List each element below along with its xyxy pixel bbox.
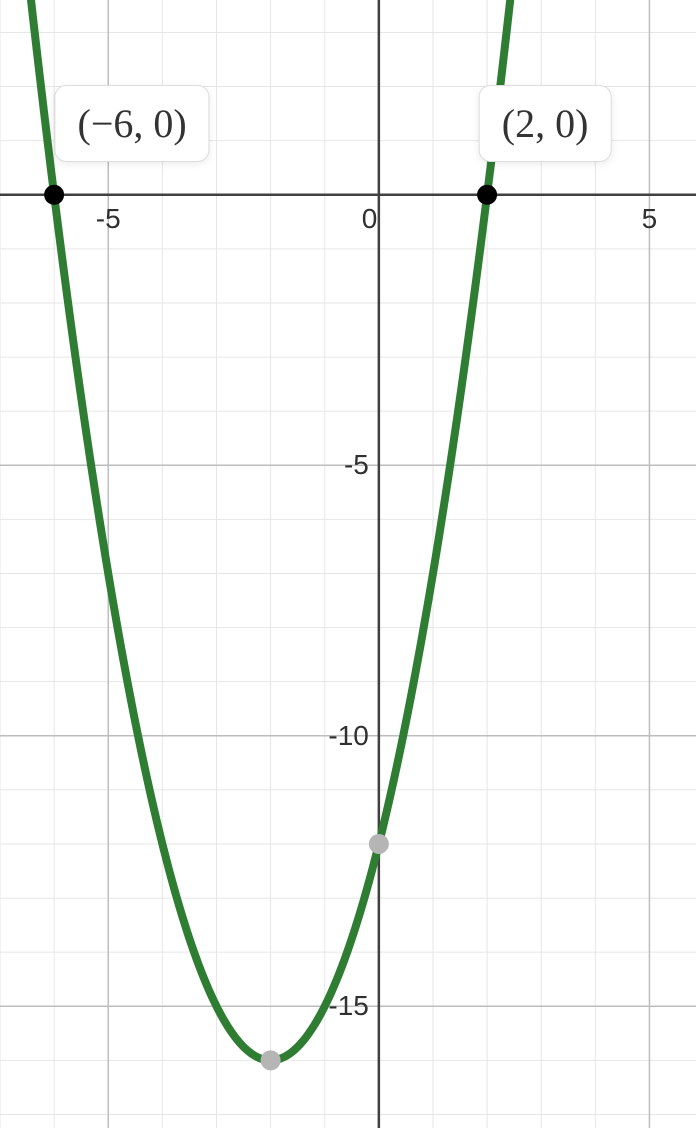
- parabola-chart: -5 0 5 -5 -10 -15 (−6, 0) (2, 0): [0, 0, 696, 1128]
- root-point: [44, 185, 64, 205]
- y-tick-label: -10: [328, 720, 368, 752]
- aux-point: [261, 1050, 281, 1070]
- y-tick-label: -5: [344, 449, 369, 481]
- x-tick-label: 0: [362, 203, 378, 235]
- x-tick-label: -5: [96, 203, 121, 235]
- label-neg6-0: (−6, 0): [55, 85, 210, 162]
- y-tick-label: -15: [328, 990, 368, 1022]
- plot-svg: [0, 0, 696, 1128]
- label-2-0: (2, 0): [479, 85, 612, 162]
- x-tick-label: 5: [642, 203, 658, 235]
- root-point: [477, 185, 497, 205]
- aux-point: [369, 834, 389, 854]
